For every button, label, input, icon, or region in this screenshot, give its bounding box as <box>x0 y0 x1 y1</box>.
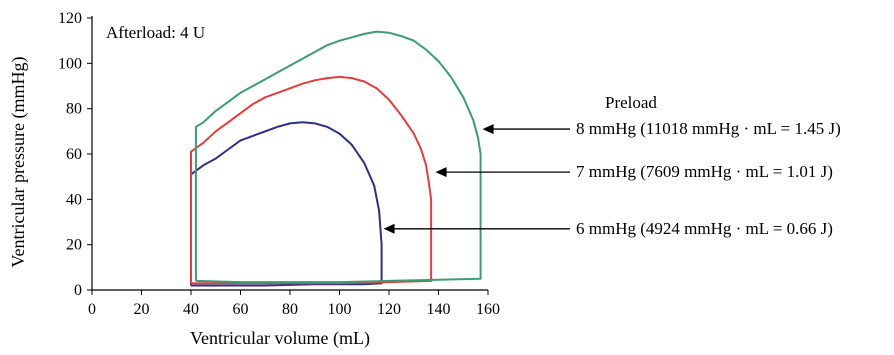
pv-loop-line <box>190 121 383 287</box>
x-tick-label: 80 <box>282 301 298 318</box>
pv-loop-line <box>190 75 433 285</box>
pv-loops <box>190 30 482 287</box>
x-axis-title: Ventricular volume (mL) <box>190 328 370 349</box>
y-tick-label: 100 <box>58 55 82 72</box>
annotations: Afterload: 4 U Preload 8 mmHg (11018 mmHg … <box>106 23 841 238</box>
series-label: 7 mmHg (7609 mmHg · mL = 1.01 J) <box>576 162 833 181</box>
preload-heading: Preload <box>605 93 657 112</box>
x-tick-label: 100 <box>328 301 352 318</box>
x-tick-label: 40 <box>183 301 199 318</box>
x-tick-label: 60 <box>233 301 249 318</box>
y-tick-label: 20 <box>66 237 82 254</box>
y-tick-label: 40 <box>66 191 82 208</box>
arrow-head <box>383 223 395 234</box>
x-tick-label: 120 <box>377 301 401 318</box>
x-tick-label: 20 <box>134 301 150 318</box>
arrow-head <box>482 124 494 135</box>
x-tick-label: 0 <box>88 301 96 318</box>
y-tick-label: 60 <box>66 146 82 163</box>
x-tick-label: 140 <box>427 301 451 318</box>
afterload-annotation: Afterload: 4 U <box>106 23 205 42</box>
axes: 0 20 40 60 80 100 120 140 160 0 20 40 60 80 100 120 Vent… <box>8 10 500 349</box>
y-axis-title: Ventricular pressure (mmHg) <box>8 57 29 268</box>
y-tick-label: 80 <box>66 101 82 118</box>
arrow-head <box>435 167 447 178</box>
y-tick-label: 120 <box>58 10 82 27</box>
x-tick-label: 160 <box>476 301 500 318</box>
series-label: 6 mmHg (4924 mmHg · mL = 0.66 J) <box>576 219 833 238</box>
pv-loop-line <box>194 30 482 284</box>
y-tick-label: 0 <box>74 282 82 299</box>
series-label: 8 mmHg (11018 mmHg · mL = 1.45 J) <box>576 119 841 138</box>
